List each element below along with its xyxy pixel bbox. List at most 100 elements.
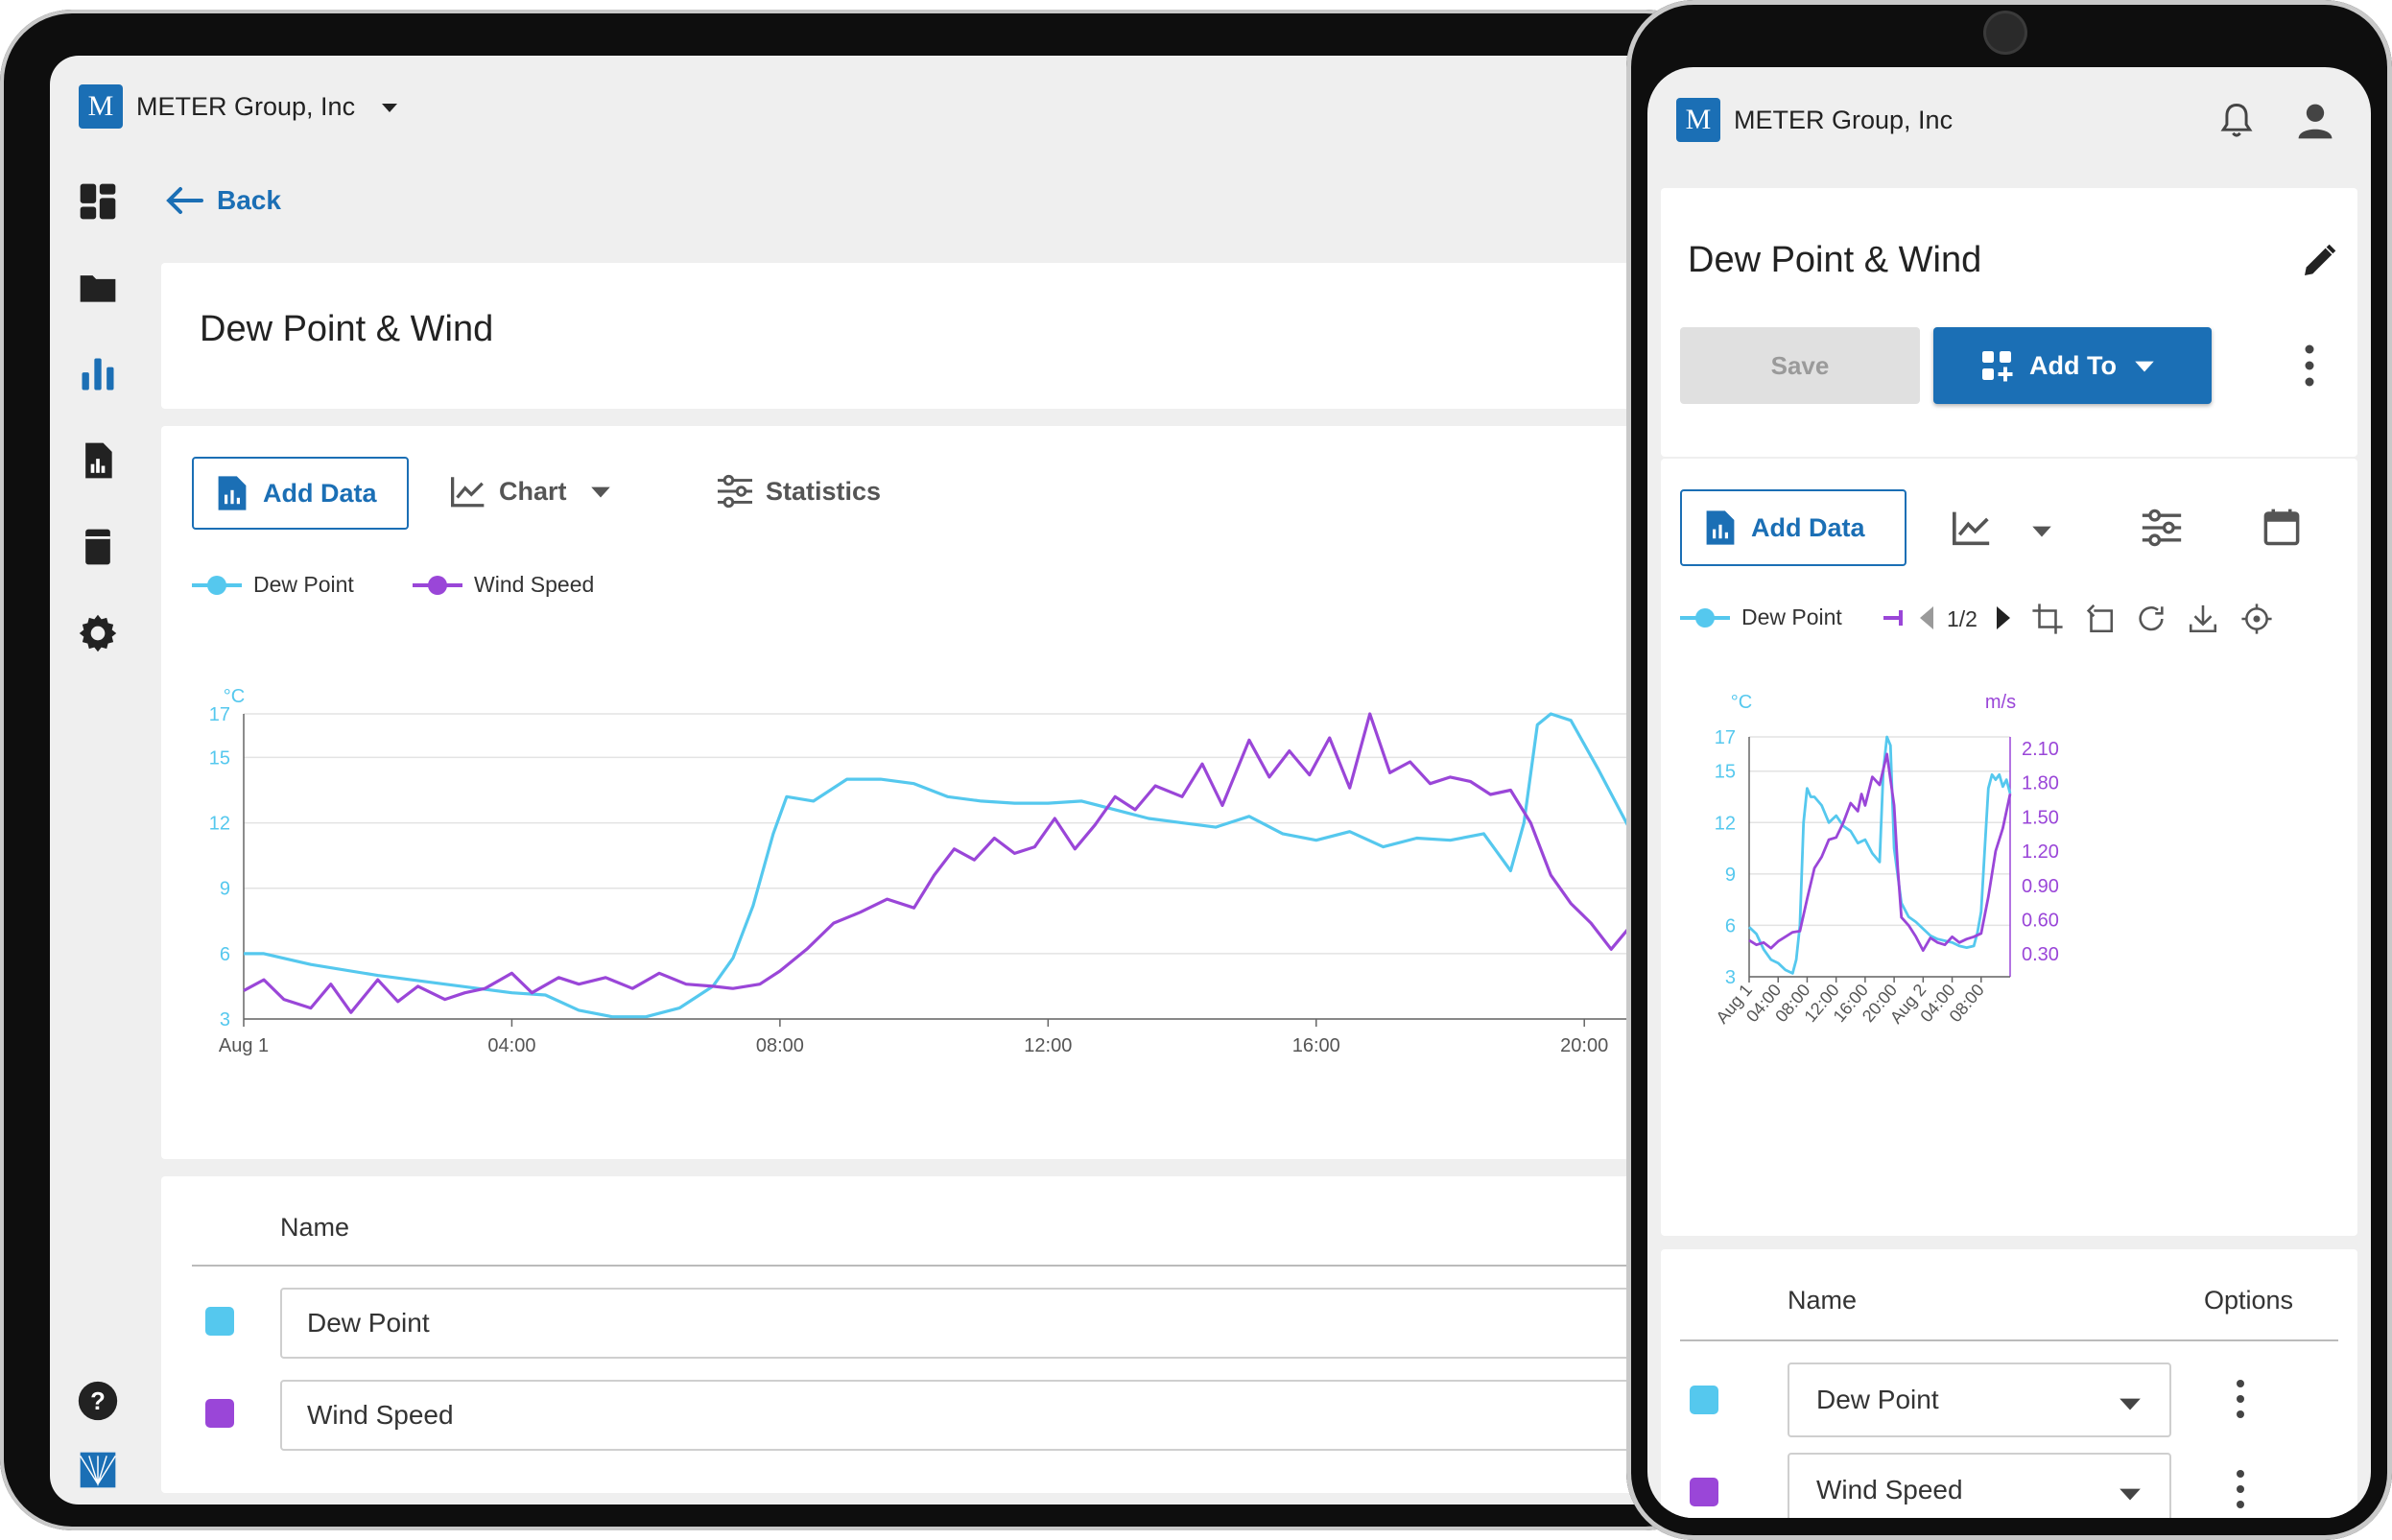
report-icon[interactable]	[77, 439, 119, 482]
line-chart-icon	[451, 477, 485, 508]
phone-line-chart[interactable]: 3 6 9 12 15 17 0.30 0.60 0.90 1.20 1.50 1.80 2.10 °C m…	[1661, 651, 2357, 1226]
y-right-tick-label: 1.50	[2022, 807, 2059, 828]
series-select-dew-point[interactable]: Dew Point	[280, 1288, 1717, 1359]
add-to-label: Add To	[2029, 350, 2117, 380]
caret-left-icon[interactable]	[1916, 604, 1937, 631]
y-left-tick-label: 3	[1725, 967, 1736, 988]
y-axis-label: °C	[224, 686, 245, 707]
camera	[1986, 13, 2025, 52]
chart-label: Chart	[499, 476, 567, 506]
y-tick-label: 6	[220, 944, 230, 965]
calendar-icon[interactable]	[2262, 507, 2302, 547]
crosshair-icon[interactable]	[2240, 603, 2273, 635]
zoom-reset-icon[interactable]	[2083, 603, 2116, 635]
y-tick-label: 12	[209, 814, 230, 835]
y-right-axis-label: m/s	[1985, 692, 2016, 713]
y-right-tick-label: 2.10	[2022, 739, 2059, 760]
series-color-swatch[interactable]	[1690, 1386, 1718, 1414]
legend-item-dew-point[interactable]: Dew Point	[192, 572, 354, 598]
user-icon[interactable]	[2294, 100, 2336, 142]
x-tick-label: 04:00	[487, 1035, 535, 1056]
series-line-wind-speed	[243, 712, 1717, 1014]
dashboard-icon[interactable]	[77, 180, 119, 223]
series-table-card: Name Dew Point Wind Speed	[161, 1176, 1717, 1493]
more-vertical-icon[interactable]	[2231, 1376, 2250, 1422]
add-data-label: Add Data	[263, 478, 377, 508]
crop-icon[interactable]	[2031, 603, 2064, 635]
bar-chart-icon[interactable]	[77, 353, 119, 395]
y-right-tick-label: 0.60	[2022, 910, 2059, 931]
more-vertical-icon[interactable]	[2298, 342, 2321, 390]
y-tick-label: 17	[209, 704, 230, 725]
series-color-swatch[interactable]	[205, 1399, 234, 1428]
add-data-label: Add Data	[1751, 512, 1865, 542]
legend-pager: 1/2	[1947, 606, 1978, 631]
legend-item-wind-speed[interactable]: Wind Speed	[413, 572, 594, 598]
legend-marker-dew-point	[1680, 607, 1730, 628]
y-left-tick-label: 15	[1715, 762, 1736, 783]
back-label: Back	[217, 185, 281, 215]
meter-logo-icon	[80, 1452, 116, 1488]
org-name[interactable]: METER Group, Inc	[136, 92, 356, 121]
chevron-down-icon[interactable]	[378, 96, 401, 119]
add-to-button[interactable]: Add To	[1933, 327, 2212, 404]
statistics-label: Statistics	[766, 476, 882, 506]
y-left-tick-label: 17	[1715, 727, 1736, 748]
statistics-button[interactable]: Statistics	[716, 474, 881, 509]
org-logo: M	[79, 84, 123, 129]
y-right-tick-label: 1.80	[2022, 773, 2059, 794]
y-left-tick-label: 6	[1725, 915, 1736, 936]
chevron-down-icon	[2120, 1488, 2141, 1501]
device-icon[interactable]	[77, 526, 119, 568]
y-tick-label: 3	[220, 1009, 230, 1031]
phone-screen: M METER Group, Inc Dew Point & Wind Save…	[1647, 67, 2371, 1518]
tablet-line-chart[interactable]: 3 6 9 12 15 17°C Aug 1 04:00 08:00 12:00 16:00 20:0…	[161, 675, 1717, 1098]
report-icon	[218, 476, 247, 510]
caret-right-icon[interactable]	[1993, 604, 2014, 631]
add-data-button[interactable]: Add Data	[192, 457, 409, 530]
sliders-icon	[718, 474, 752, 509]
edit-pencil-icon[interactable]	[2300, 242, 2338, 280]
series-color-swatch[interactable]	[1690, 1478, 1718, 1506]
org-name[interactable]: METER Group, Inc	[1734, 106, 1954, 134]
report-icon	[1706, 510, 1735, 545]
chevron-down-icon[interactable]	[2027, 518, 2056, 543]
chart-card: Add Data Chart Statistics Dew Point	[161, 426, 1717, 1159]
series-select-wind-speed[interactable]: Wind Speed	[280, 1380, 1717, 1451]
more-vertical-icon[interactable]	[2231, 1466, 2250, 1512]
table-divider	[192, 1265, 1717, 1267]
series-line-wind-speed	[1748, 752, 2012, 953]
series-color-swatch[interactable]	[205, 1307, 234, 1336]
legend-marker-wind-speed	[1883, 610, 1903, 626]
chart-type-dropdown[interactable]: Chart	[449, 474, 613, 509]
gear-icon[interactable]	[77, 612, 119, 654]
arrow-left-icon	[166, 187, 203, 214]
table-header-name: Name	[280, 1213, 350, 1242]
back-link[interactable]: Back	[165, 185, 281, 216]
phone-device: M METER Group, Inc Dew Point & Wind Save…	[1626, 0, 2392, 1540]
line-chart-icon[interactable]	[1951, 509, 1993, 547]
y-tick-label: 15	[209, 747, 230, 769]
x-tick-label: 12:00	[1024, 1035, 1072, 1056]
table-divider	[1680, 1339, 2338, 1341]
folder-icon[interactable]	[77, 267, 119, 309]
download-icon[interactable]	[2187, 603, 2219, 635]
bell-icon[interactable]	[2215, 100, 2258, 142]
add-data-button[interactable]: Add Data	[1680, 489, 1906, 566]
table-header-options: Options	[2204, 1286, 2294, 1315]
y-right-tick-label: 0.30	[2022, 944, 2059, 965]
series-select-value: Wind Speed	[1816, 1475, 1963, 1504]
legend-item-dew-point[interactable]: Dew Point	[1680, 604, 1842, 630]
sliders-icon[interactable]	[2141, 507, 2183, 549]
help-icon[interactable]: ?	[77, 1380, 119, 1422]
save-button[interactable]: Save	[1680, 327, 1920, 404]
series-select-dew-point[interactable]: Dew Point	[1788, 1362, 2171, 1437]
save-label: Save	[1770, 350, 1830, 380]
refresh-icon[interactable]	[2135, 603, 2167, 635]
series-line-dew-point	[244, 712, 1717, 1019]
x-tick-label: Aug 1	[219, 1035, 269, 1056]
sidebar: ?	[50, 56, 155, 1504]
tablet-screen: ? M METER Group, Inc Back Dew Point & Wi…	[50, 56, 1717, 1504]
series-select-wind-speed[interactable]: Wind Speed	[1788, 1453, 2171, 1518]
x-tick-label: 08:00	[756, 1035, 804, 1056]
